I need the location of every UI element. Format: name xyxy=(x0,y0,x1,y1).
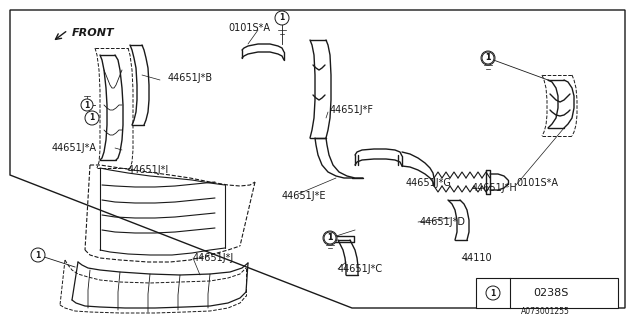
Text: 1: 1 xyxy=(485,53,491,62)
Text: 44651J*F: 44651J*F xyxy=(330,105,374,115)
Text: 1: 1 xyxy=(328,234,333,243)
Text: 1: 1 xyxy=(328,234,333,243)
Text: 44651J*J: 44651J*J xyxy=(193,253,234,263)
Text: 44651J*H: 44651J*H xyxy=(472,183,518,193)
Text: 44651J*C: 44651J*C xyxy=(338,264,383,274)
Text: 1: 1 xyxy=(485,53,491,62)
Circle shape xyxy=(482,52,494,64)
FancyBboxPatch shape xyxy=(476,278,618,308)
Text: 44651J*E: 44651J*E xyxy=(282,191,326,201)
Circle shape xyxy=(31,248,45,262)
Circle shape xyxy=(85,111,99,125)
Circle shape xyxy=(81,99,93,111)
Text: 44651J*D: 44651J*D xyxy=(420,217,466,227)
Circle shape xyxy=(275,11,289,25)
Text: 0101S*A: 0101S*A xyxy=(516,178,558,188)
Text: 1: 1 xyxy=(280,13,285,22)
Text: 0238S: 0238S xyxy=(533,288,569,298)
Text: 1: 1 xyxy=(490,289,495,298)
Text: 1: 1 xyxy=(84,100,90,109)
Text: 44651J*G: 44651J*G xyxy=(406,178,452,188)
Text: 1: 1 xyxy=(90,114,95,123)
Text: 0101S*A: 0101S*A xyxy=(228,23,270,33)
Text: 44651J*A: 44651J*A xyxy=(52,143,97,153)
Text: 1: 1 xyxy=(35,251,40,260)
Circle shape xyxy=(481,51,495,65)
Text: 44651J*I: 44651J*I xyxy=(128,165,169,175)
Circle shape xyxy=(324,232,336,244)
Text: A073001255: A073001255 xyxy=(520,308,570,316)
Circle shape xyxy=(486,286,500,300)
Text: 44651J*B: 44651J*B xyxy=(168,73,213,83)
Text: FRONT: FRONT xyxy=(72,28,115,38)
Circle shape xyxy=(323,231,337,245)
Text: 44110: 44110 xyxy=(462,253,493,263)
